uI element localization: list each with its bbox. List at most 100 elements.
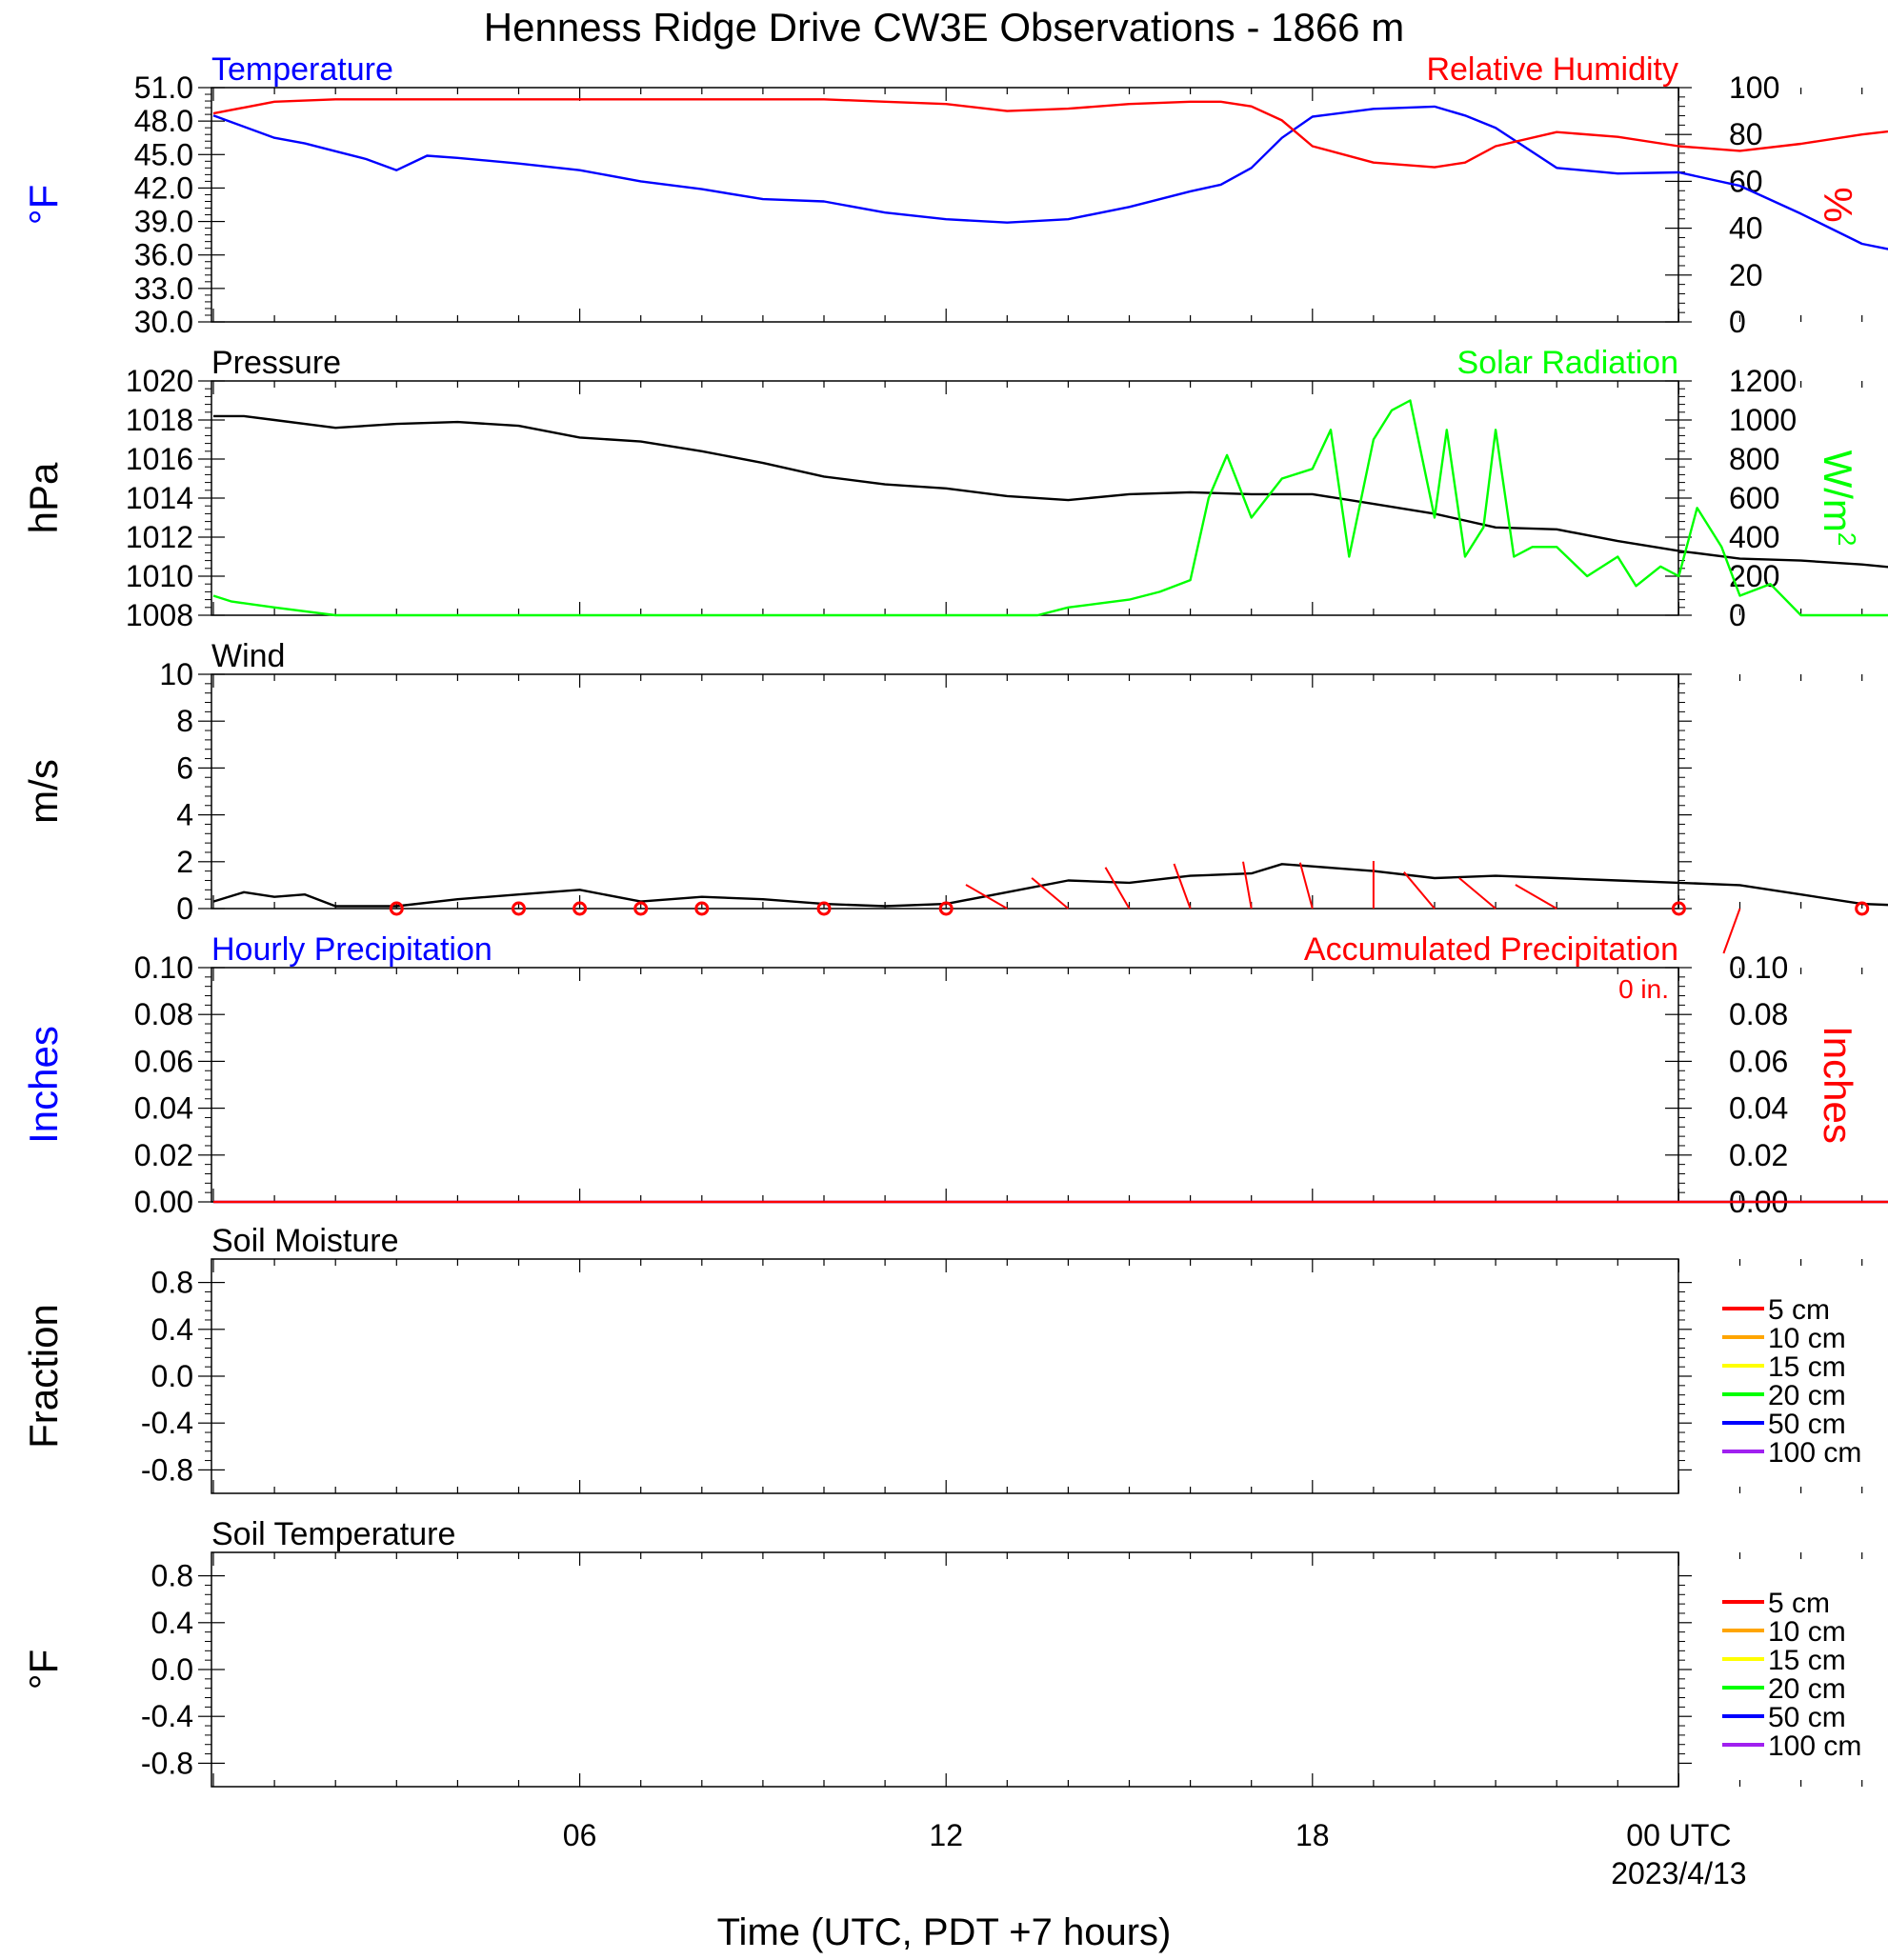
figure-title: Henness Ridge Drive CW3E Observations - … bbox=[484, 5, 1404, 50]
y-tick-label: 1012 bbox=[126, 520, 193, 554]
y-axis-label-right: W/m2 bbox=[1816, 450, 1861, 547]
y-tick-label: 36.0 bbox=[134, 238, 193, 272]
legend-label: 100 cm bbox=[1768, 1730, 1861, 1762]
y-tick-label: 0.02 bbox=[134, 1138, 193, 1172]
panel-frame bbox=[211, 1258, 1679, 1494]
y-right-tick-label: 80 bbox=[1729, 117, 1763, 151]
y-tick-label: -0.8 bbox=[141, 1452, 193, 1487]
y-right-tick-label: 800 bbox=[1729, 442, 1779, 476]
calm-wind-circle bbox=[572, 901, 588, 916]
panel-title-left: Temperature bbox=[211, 51, 393, 88]
panel-2: 0 2 4 6 8 10 Wind m/s bbox=[21, 638, 1888, 954]
panel-5: -0.8 -0.4 0.0 0.4 0.8 Soil Temperature °F 5 cm 1… bbox=[21, 1516, 1863, 1788]
y-tick-label: 48.0 bbox=[134, 104, 193, 138]
y-tick-label: 0.8 bbox=[151, 1559, 193, 1593]
panels: 30.033.036.039.042.045.048.051.002040608… bbox=[21, 51, 1888, 1788]
x-tick-label: 06 bbox=[563, 1818, 597, 1852]
panel-title-left: Wind bbox=[211, 638, 285, 674]
panel-title-left: Soil Moisture bbox=[211, 1223, 399, 1259]
y-tick-label: 1008 bbox=[126, 598, 193, 632]
legend-label: 100 cm bbox=[1768, 1437, 1861, 1469]
y-axis-label-left: m/s bbox=[21, 759, 66, 824]
y-tick-label: 45.0 bbox=[134, 137, 193, 171]
y-tick-label: 51.0 bbox=[134, 70, 193, 105]
y-right-tick-label: 20 bbox=[1729, 258, 1763, 292]
series-line-wind-speed bbox=[212, 863, 1888, 908]
panel-frame bbox=[211, 87, 1679, 323]
y-tick-label: -0.4 bbox=[141, 1699, 193, 1733]
y-axis-label-left: °F bbox=[21, 185, 66, 225]
wind-barb bbox=[1298, 862, 1314, 910]
y-tick-label: 0.8 bbox=[151, 1266, 193, 1300]
y-tick-label: 1016 bbox=[126, 442, 193, 476]
y-right-tick-label: 0.04 bbox=[1729, 1091, 1788, 1126]
y-tick-label: 0 bbox=[176, 891, 193, 926]
accumulated-total-label: 0 in. bbox=[1618, 974, 1669, 1004]
panel-frame bbox=[211, 1551, 1679, 1788]
y-tick-label: 4 bbox=[176, 798, 193, 832]
calm-wind-circle bbox=[816, 901, 832, 916]
panel-0: 30.033.036.039.042.045.048.051.002040608… bbox=[21, 51, 1888, 339]
legend-label: 5 cm bbox=[1768, 1588, 1830, 1619]
series-line-solar-radiation bbox=[212, 399, 1888, 617]
y-tick-label: -0.8 bbox=[141, 1746, 193, 1780]
y-right-tick-label: 0.08 bbox=[1729, 997, 1788, 1031]
y-axis-label-left: hPa bbox=[21, 462, 66, 533]
calm-wind-circle bbox=[1855, 901, 1870, 916]
legend-label: 50 cm bbox=[1768, 1702, 1846, 1733]
y-axis-label-right: Inches bbox=[1816, 1026, 1860, 1144]
wind-barb bbox=[1515, 884, 1557, 910]
panel-frame bbox=[211, 380, 1679, 616]
y-tick-label: 0.04 bbox=[134, 1091, 193, 1126]
wind-barb bbox=[1031, 877, 1070, 910]
panel-title-left: Hourly Precipitation bbox=[211, 931, 492, 968]
wind-barb bbox=[1173, 863, 1192, 910]
y-right-tick-label: 400 bbox=[1729, 520, 1779, 554]
y-axis-label-left: Inches bbox=[21, 1026, 66, 1144]
y-axis-label-right-superscript: 2 bbox=[1833, 532, 1861, 546]
y-tick-label: -0.4 bbox=[141, 1406, 193, 1440]
panel-title-left: Soil Temperature bbox=[211, 1516, 455, 1552]
y-tick-label: 0.4 bbox=[151, 1606, 193, 1640]
y-axis-label-left: °F bbox=[21, 1650, 66, 1690]
wind-barb bbox=[1403, 871, 1436, 910]
y-tick-label: 2 bbox=[176, 845, 193, 879]
legend-label: 15 cm bbox=[1768, 1645, 1846, 1676]
calm-wind-circle bbox=[512, 901, 526, 916]
y-tick-label: 39.0 bbox=[134, 205, 193, 239]
y-right-tick-label: 100 bbox=[1729, 70, 1779, 105]
legend-label: 10 cm bbox=[1768, 1323, 1846, 1354]
panel-3: 0.000.020.040.060.080.100.000.020.040.06… bbox=[21, 931, 1888, 1219]
wind-barb bbox=[1458, 877, 1496, 910]
y-right-tick-label: 1200 bbox=[1729, 364, 1797, 398]
panel-title-right: Solar Radiation bbox=[1457, 345, 1678, 381]
y-tick-label: 10 bbox=[159, 657, 193, 691]
wind-barb bbox=[965, 884, 1008, 910]
y-tick-label: 1018 bbox=[126, 403, 193, 437]
y-axis-label-right: % bbox=[1816, 187, 1860, 222]
legend-label: 15 cm bbox=[1768, 1351, 1846, 1383]
legend-label: 50 cm bbox=[1768, 1409, 1846, 1440]
y-tick-label: 0.10 bbox=[134, 950, 193, 985]
y-axis-label-left: Fraction bbox=[21, 1304, 66, 1449]
y-right-tick-label: 0.02 bbox=[1729, 1138, 1788, 1172]
calm-wind-circle bbox=[389, 901, 404, 916]
x-tick-label: 12 bbox=[929, 1818, 963, 1852]
panel-title-right: Accumulated Precipitation bbox=[1304, 931, 1678, 968]
x-tick-label: 00 UTC bbox=[1626, 1818, 1731, 1852]
calm-wind-circle bbox=[633, 901, 649, 916]
y-tick-label: 0.06 bbox=[134, 1044, 193, 1078]
series-line-relative-humidity bbox=[212, 98, 1888, 169]
series-line-temperature bbox=[212, 105, 1888, 250]
y-tick-label: 0.00 bbox=[134, 1185, 193, 1219]
calm-wind-circle bbox=[938, 901, 954, 916]
y-tick-label: 33.0 bbox=[134, 271, 193, 306]
x-date-label: 2023/4/13 bbox=[1611, 1856, 1746, 1890]
y-tick-label: 1014 bbox=[126, 481, 193, 515]
legend-label: 20 cm bbox=[1768, 1380, 1846, 1411]
y-right-tick-label: 600 bbox=[1729, 481, 1779, 515]
y-tick-label: 0.0 bbox=[151, 1652, 193, 1687]
panel-frame bbox=[211, 967, 1679, 1203]
y-tick-label: 1010 bbox=[126, 559, 193, 593]
